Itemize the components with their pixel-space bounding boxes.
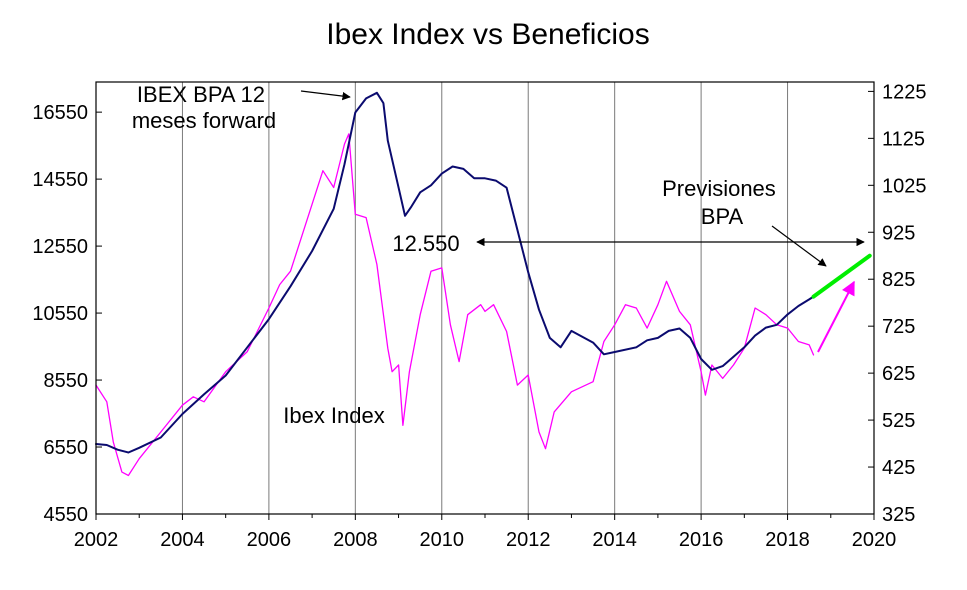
x-tick-label-2018: 2018	[765, 529, 810, 551]
level-label: 12.550	[392, 231, 459, 256]
y-left-tick-label-12550: 12550	[32, 236, 88, 258]
x-tick-label-2020: 2020	[852, 529, 897, 551]
previsiones-label: Previsiones BPA	[662, 176, 782, 229]
axes: 2002 2004 2006 2008 2010 2012 2014 2016 2018 2020…	[32, 81, 926, 551]
x-tick-label-2002: 2002	[74, 529, 119, 551]
series-line-2	[811, 253, 872, 299]
bpa-label-line-1: IBEX BPA 12	[137, 82, 265, 107]
y-left-tick-label-6550: 6550	[44, 437, 89, 459]
y-right-tick-label-1025: 1025	[882, 175, 927, 197]
bpa-label-arrow	[300, 90, 351, 101]
y-right-tick-label-325: 325	[882, 504, 915, 526]
x-tick-label-2008: 2008	[333, 529, 378, 551]
ibex-projection-arrow	[817, 280, 855, 353]
previsiones-label-line-2: BPA	[701, 204, 744, 229]
y-left-tick-label-14550: 14550	[32, 169, 88, 191]
previsiones-label-line-1: Previsiones	[662, 176, 776, 201]
x-tick-label-2016: 2016	[679, 529, 724, 551]
y-right-tick-label-625: 625	[882, 363, 915, 385]
series-lines	[95, 91, 872, 477]
x-tick-label-2010: 2010	[420, 529, 465, 551]
y-right-tick-label-725: 725	[882, 316, 915, 338]
ibex-label: Ibex Index	[283, 403, 385, 428]
y-right-tick-label-525: 525	[882, 410, 915, 432]
y-right-tick-label-825: 825	[882, 269, 915, 291]
x-tick-label-2012: 2012	[506, 529, 551, 551]
y-right-tick-label-425: 425	[882, 457, 915, 479]
y-left-tick-label-10550: 10550	[32, 303, 88, 325]
x-tick-label-2014: 2014	[592, 529, 637, 551]
y-left-tick-label-8550: 8550	[44, 370, 89, 392]
bpa-label-line-2: meses forward	[132, 108, 276, 133]
y-left-tick-label-16550: 16550	[32, 102, 88, 124]
series-line-0	[95, 133, 815, 477]
y-right-tick-label-925: 925	[882, 222, 915, 244]
y-right-tick-label-1225: 1225	[882, 81, 927, 103]
plot-frame	[95, 81, 875, 515]
x-tick-label-2006: 2006	[247, 529, 292, 551]
x-tick-label-2004: 2004	[160, 529, 205, 551]
y-left-tick-label-4550: 4550	[44, 504, 89, 526]
chart-title: Ibex Index vs Beneficios	[326, 18, 650, 51]
bpa-label: IBEX BPA 12 meses forward	[132, 82, 276, 133]
previsiones-arrow	[771, 225, 827, 267]
series-line-1	[95, 91, 815, 454]
gridlines	[181, 82, 789, 514]
y-right-tick-label-1125: 1125	[882, 128, 925, 150]
